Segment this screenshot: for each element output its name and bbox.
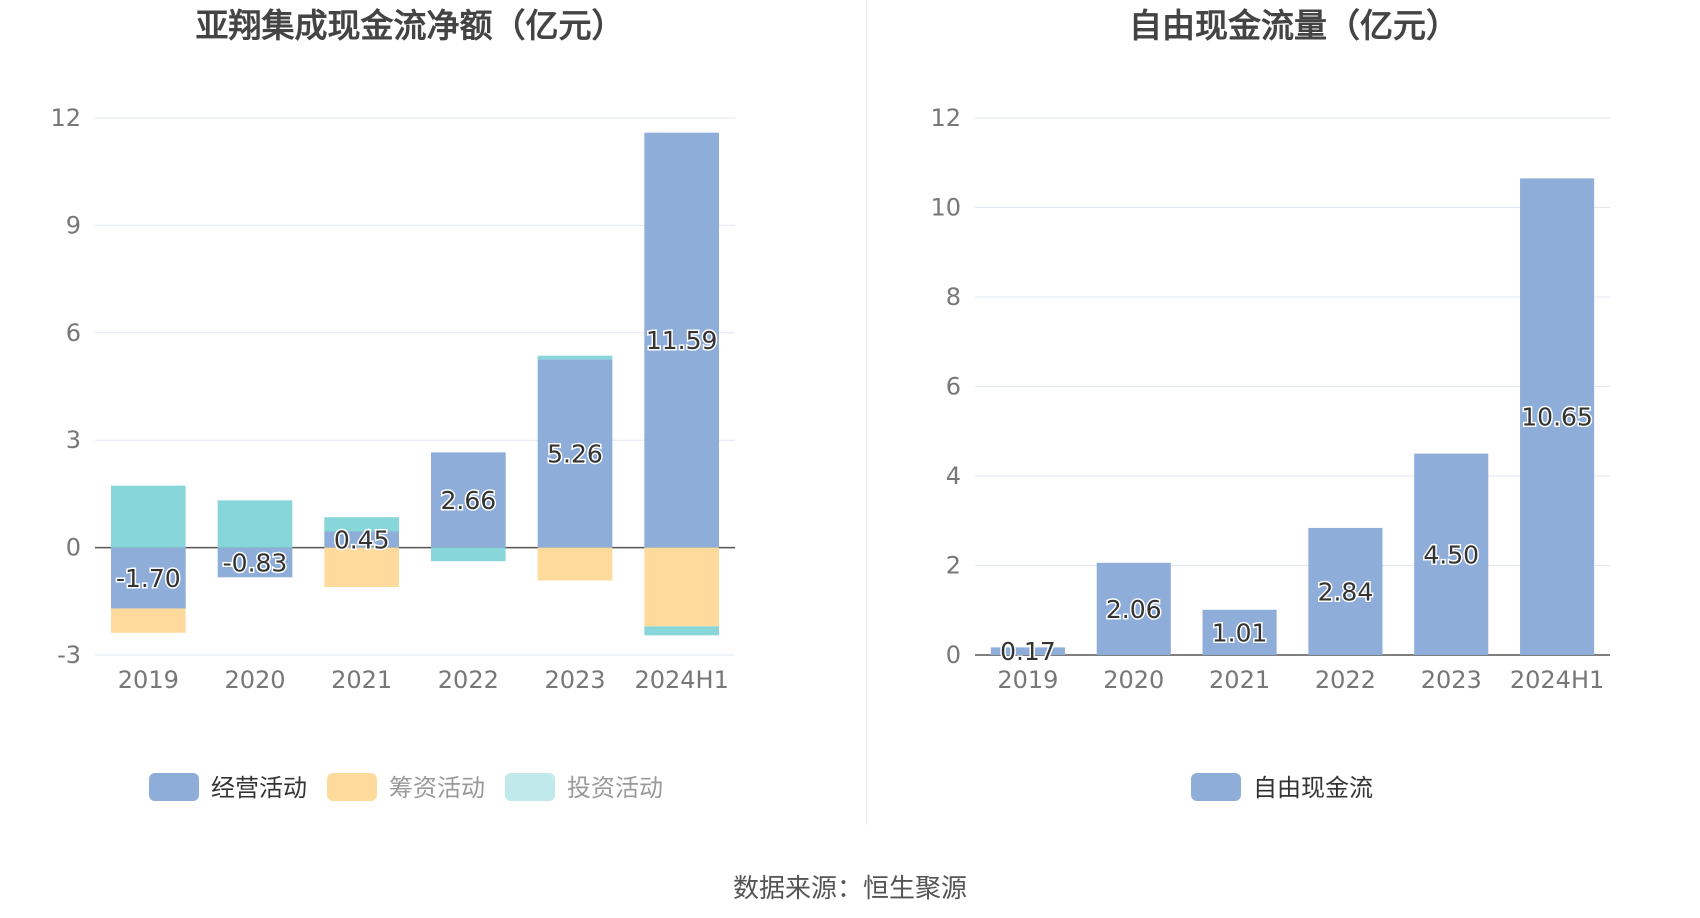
chart-divider <box>866 0 867 825</box>
bar <box>1414 453 1489 655</box>
left-x-axis-ticks: 2019 2020 2021 2022 2023 2024H1 <box>118 666 729 694</box>
left-y-axis-ticks: 12 9 6 3 0 -3 <box>50 104 81 669</box>
bar <box>324 517 399 532</box>
right-grid <box>975 117 1610 656</box>
x-tick-label: 2019 <box>997 666 1058 694</box>
bar <box>1520 178 1595 655</box>
left-grid <box>95 117 735 656</box>
data-label: 5.26 <box>547 439 603 468</box>
x-tick-label: 2023 <box>1421 666 1482 694</box>
y-tick-label: 10 <box>930 194 961 222</box>
data-label: 4.50 <box>1423 540 1479 569</box>
legend-swatch <box>149 773 199 801</box>
right-free-cash-flow-chart: 自由现金流量（亿元） 12 10 8 6 4 2 0 2019 2020 2021 2022 202… <box>930 6 1610 802</box>
right-chart-title: 自由现金流量（亿元） <box>1129 6 1459 45</box>
y-tick-label: 3 <box>66 426 81 454</box>
y-tick-label: 2 <box>946 552 961 580</box>
bar <box>111 547 186 609</box>
right-y-axis-ticks: 12 10 8 6 4 2 0 <box>930 104 961 669</box>
legend-swatch <box>327 773 377 801</box>
x-tick-label: 2021 <box>1209 666 1270 694</box>
bar <box>644 132 719 548</box>
y-tick-label: -3 <box>57 641 81 669</box>
bar <box>111 485 186 548</box>
left-chart-title: 亚翔集成现金流净额（亿元） <box>196 6 625 45</box>
x-tick-label: 2020 <box>1103 666 1164 694</box>
data-label: 10.65 <box>1521 403 1593 432</box>
data-label: 2.06 <box>1106 595 1162 624</box>
data-label: 0.45 <box>334 526 390 555</box>
bar <box>111 608 186 633</box>
right-x-axis-ticks: 2019 2020 2021 2022 2023 2024H1 <box>997 666 1604 694</box>
x-tick-label: 2024H1 <box>1510 666 1604 694</box>
bar <box>537 359 613 548</box>
data-label: 0.17 <box>1000 637 1056 666</box>
data-label: -1.70 <box>116 564 181 593</box>
data-label: 2.84 <box>1318 577 1374 606</box>
right-legend[interactable]: 自由现金流 <box>1191 773 1373 802</box>
bar <box>1202 609 1277 655</box>
y-tick-label: 12 <box>930 104 961 132</box>
x-tick-label: 2023 <box>544 666 605 694</box>
bar <box>431 547 506 562</box>
bar <box>217 547 293 578</box>
bar <box>324 547 399 587</box>
data-label: 11.59 <box>646 326 718 355</box>
bar <box>1308 527 1383 655</box>
y-tick-label: 0 <box>946 641 961 669</box>
data-label: 2.66 <box>440 486 496 515</box>
legend-swatch <box>505 773 555 801</box>
left-data-labels: -1.70 -0.83 0.45 2.66 5.26 11.59 <box>114 325 718 595</box>
bar <box>537 547 613 581</box>
right-bars <box>990 178 1595 655</box>
x-tick-label: 2022 <box>1315 666 1376 694</box>
y-tick-label: 4 <box>946 462 961 490</box>
left-legend[interactable]: 经营活动 筹资活动 投资活动 <box>149 773 663 802</box>
x-tick-label: 2019 <box>118 666 179 694</box>
y-tick-label: 6 <box>946 373 961 401</box>
legend-label: 投资活动 <box>567 774 663 802</box>
bar <box>644 626 719 636</box>
y-tick-label: 9 <box>66 211 81 239</box>
legend-label: 自由现金流 <box>1253 774 1373 802</box>
legend-swatch <box>1191 773 1241 801</box>
y-tick-label: 12 <box>50 104 81 132</box>
legend-label: 经营活动 <box>211 774 307 802</box>
x-tick-label: 2024H1 <box>634 666 728 694</box>
left-bars <box>111 132 719 636</box>
right-data-labels: 0.17 2.06 1.01 2.84 4.50 10.65 <box>999 401 1595 667</box>
bar <box>1096 562 1171 655</box>
data-label: -0.83 <box>223 548 288 577</box>
legend-label: 筹资活动 <box>389 774 485 802</box>
bar <box>644 547 719 627</box>
y-tick-label: 8 <box>946 283 961 311</box>
y-tick-label: 0 <box>66 534 81 562</box>
x-tick-label: 2022 <box>438 666 499 694</box>
data-label: 1.01 <box>1212 618 1268 647</box>
data-source-label: 数据来源：恒生聚源 <box>732 874 967 904</box>
bar <box>990 647 1065 655</box>
bar <box>217 500 293 548</box>
x-tick-label: 2020 <box>224 666 285 694</box>
bar <box>324 531 399 548</box>
x-tick-label: 2021 <box>331 666 392 694</box>
y-tick-label: 6 <box>66 319 81 347</box>
bar <box>431 452 506 548</box>
bar <box>537 355 613 360</box>
